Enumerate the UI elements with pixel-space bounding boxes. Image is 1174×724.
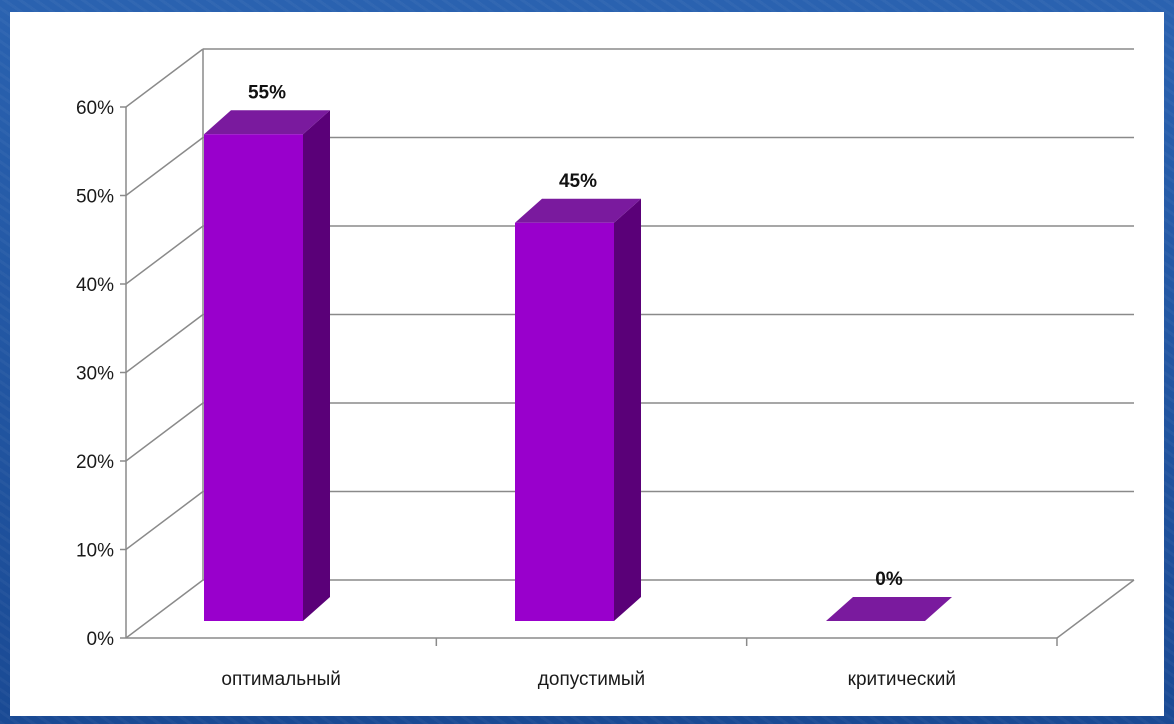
y-tick-label: 40% [76, 275, 114, 296]
bar [826, 597, 952, 621]
bar [204, 110, 330, 621]
grid-line [125, 402, 1134, 462]
y-tick-label: 30% [76, 364, 114, 385]
data-label: 45% [559, 171, 597, 192]
grid-line [125, 136, 1134, 197]
x-category-label: критический [848, 669, 956, 690]
grid-line [125, 490, 1134, 551]
chart-frame: 0% 10% 20% 30% 40% 50% 60% 55% оптимальный 45% доп… [10, 12, 1164, 716]
y-tick-label: 50% [76, 187, 114, 208]
y-tick-label: 20% [76, 452, 114, 473]
data-label: 55% [248, 82, 286, 103]
labels: 0% 10% 20% 30% 40% 50% 60% 55% оптимальный 45% доп… [76, 82, 956, 690]
y-tick-label: 60% [76, 98, 114, 119]
grid-line [125, 579, 1134, 639]
grid-line [125, 313, 1134, 374]
bar-chart: 0% 10% 20% 30% 40% 50% 60% 55% оптимальный 45% доп… [76, 48, 1135, 690]
y-tick-label: 0% [87, 629, 115, 650]
floor-edge [1056, 579, 1135, 639]
axes [120, 49, 1135, 646]
y-tick-label: 10% [76, 541, 114, 562]
bar [515, 198, 641, 621]
grid-lines [125, 48, 1134, 639]
grid-line [125, 225, 1134, 285]
bars [204, 110, 952, 621]
grid-line [125, 48, 1134, 108]
x-category-label: оптимальный [221, 669, 341, 690]
data-label: 0% [875, 569, 903, 590]
x-category-label: допустимый [538, 669, 645, 690]
